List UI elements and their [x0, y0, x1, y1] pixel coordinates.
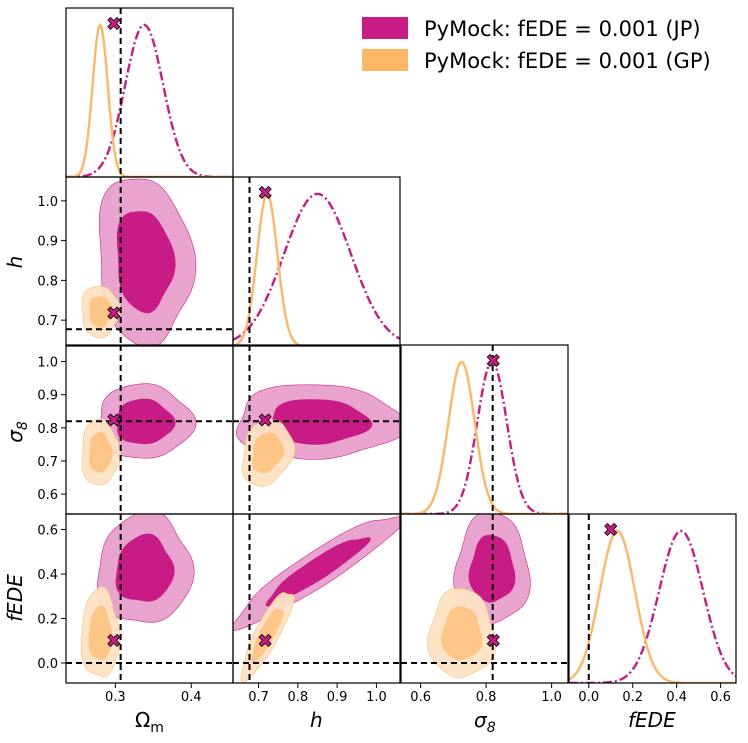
panel-s8-s8: ✖ — [400, 344, 569, 515]
ytick-label-h: 0.9 — [37, 235, 58, 250]
contour-68-gp — [89, 431, 113, 473]
marker-s8: ✖ — [486, 351, 501, 372]
ytick-label-h: 0.8 — [37, 274, 58, 289]
contour-68-gp — [251, 608, 284, 664]
pdf-s8-gp — [401, 360, 568, 514]
legend: PyMock: fEDE = 0.001 (JP) PyMock: fEDE =… — [362, 17, 711, 73]
pdf-s8-jp — [401, 360, 568, 514]
pdf-h-jp — [233, 192, 400, 341]
panel-fEDE-h: ✖ 0.7 0.8 0.9 1.0 — [232, 513, 401, 705]
panel-s8-Om-content: ✖ — [66, 345, 233, 514]
panel-Om-Om-content: ✖ — [66, 8, 233, 177]
xtick-label-s8: 1.0 — [541, 690, 562, 705]
ytick-label-s8: 0.8 — [37, 422, 58, 437]
marker-h: ✖ — [258, 183, 273, 204]
legend-swatch-jp — [362, 17, 408, 39]
marker-fEDE: ✖ — [603, 520, 618, 541]
xlabel-omega-m: Ωm — [135, 708, 164, 736]
panel-fEDE-Om-content: ✖ — [66, 514, 233, 683]
ylabel-h: h — [3, 256, 27, 269]
contour-68-gp — [89, 296, 113, 328]
ytick-label-fEDE: 0.4 — [37, 568, 58, 583]
panel-fEDE-fEDE-content: ✖ — [569, 514, 736, 683]
marker: ✖ — [106, 303, 121, 324]
xtick-label-s8: 0.8 — [476, 690, 497, 705]
legend-label-jp: PyMock: fEDE = 0.001 (JP) — [424, 17, 701, 41]
ytick-label-s8: 0.6 — [37, 488, 58, 503]
xtick-label-h: 0.9 — [327, 690, 348, 705]
xtick-label-h: 0.7 — [248, 690, 269, 705]
panel-h-Om: ✖ 0.7 0.8 0.9 1.0 — [37, 176, 234, 347]
panel-fEDE-h-content: ✖ — [233, 514, 400, 683]
xlabel-fede: fEDE — [628, 708, 676, 732]
panel-h-Om-content: ✖ — [66, 177, 233, 346]
panel-fEDE-s8-content: ✖ — [401, 514, 568, 683]
ylabel-sigma8: σ8 — [3, 421, 31, 443]
panel-h-h: ✖ — [232, 176, 401, 347]
panel-s8-s8-frame — [400, 344, 569, 515]
xtick-label-Om: 0.4 — [181, 690, 202, 705]
contour-68-jp — [115, 533, 175, 602]
ytick-label-fEDE: 0.2 — [37, 613, 58, 628]
panel-s8-h-content: ✖ — [233, 345, 400, 514]
y-axis-labels: h σ8 fEDE — [3, 256, 31, 622]
xlabel-h: h — [310, 708, 323, 732]
xtick-label-fEDE: 0.4 — [666, 690, 687, 705]
marker: ✖ — [258, 631, 273, 652]
pdf-fEDE-gp — [569, 529, 736, 683]
pdf-Om-gp — [66, 23, 233, 177]
legend-swatch-gp — [362, 49, 408, 71]
xtick-label-fEDE: 0.0 — [578, 690, 599, 705]
panel-fEDE-fEDE-frame — [568, 513, 737, 684]
xtick-label-fEDE: 0.2 — [622, 690, 643, 705]
xtick-label-s8: 0.6 — [410, 690, 431, 705]
panel-h-h-content: ✖ — [233, 177, 400, 346]
panel-s8-h: ✖ — [232, 344, 401, 515]
xtick-label-Om: 0.3 — [105, 690, 126, 705]
panel-h-h-frame — [232, 176, 401, 347]
contour-68-gp — [88, 605, 113, 661]
xtick-label-h: 1.0 — [366, 690, 387, 705]
panel-Om-Om: ✖ — [65, 7, 234, 178]
marker: ✖ — [106, 411, 121, 432]
legend-label-gp: PyMock: fEDE = 0.001 (GP) — [424, 49, 711, 73]
xtick-label-fEDE: 0.6 — [710, 690, 731, 705]
ytick-label-s8: 0.7 — [37, 455, 58, 470]
contour-68-jp — [116, 211, 176, 314]
ytick-label-h: 1.0 — [37, 195, 58, 210]
xlabel-sigma8: σ8 — [474, 708, 496, 736]
marker: ✖ — [486, 631, 501, 652]
ytick-label-h: 0.7 — [37, 314, 58, 329]
marker-Om: ✖ — [106, 14, 121, 35]
panel-s8-s8-content: ✖ — [401, 345, 568, 514]
marker: ✖ — [106, 631, 121, 652]
panels: ✖ ✖ 0.7 0.8 0.9 1.0 ✖ ✖ 0.6 0.7 0.8 0.9 1.0 ✖ ✖ ✖ 0.3 0.4… — [37, 7, 737, 705]
ytick-label-fEDE: 0.6 — [37, 524, 58, 539]
panel-fEDE-s8-frame — [400, 513, 569, 684]
ylabel-fede: fEDE — [3, 574, 27, 622]
marker: ✖ — [258, 411, 273, 432]
panel-s8-Om: ✖ 0.6 0.7 0.8 0.9 1.0 — [37, 344, 234, 515]
xtick-label-h: 0.8 — [287, 690, 308, 705]
contour-68-gp — [440, 606, 483, 661]
x-axis-labels: Ωm h σ8 fEDE — [135, 708, 676, 736]
panel-fEDE-fEDE: ✖ 0.0 0.2 0.4 0.6 — [568, 513, 737, 705]
ytick-label-s8: 0.9 — [37, 389, 58, 404]
panel-fEDE-s8: ✖ 0.6 0.8 1.0 — [400, 513, 569, 705]
contour-68-gp — [252, 432, 285, 474]
ytick-label-fEDE: 0.0 — [37, 657, 58, 672]
panel-fEDE-h-frame — [232, 513, 401, 684]
panel-fEDE-Om: ✖ 0.3 0.4 0.0 0.2 0.4 0.6 — [37, 513, 234, 705]
contour-68-jp — [265, 537, 371, 607]
ytick-label-s8: 1.0 — [37, 356, 58, 371]
pdf-fEDE-jp — [569, 529, 736, 683]
pdf-h-gp — [233, 192, 400, 346]
